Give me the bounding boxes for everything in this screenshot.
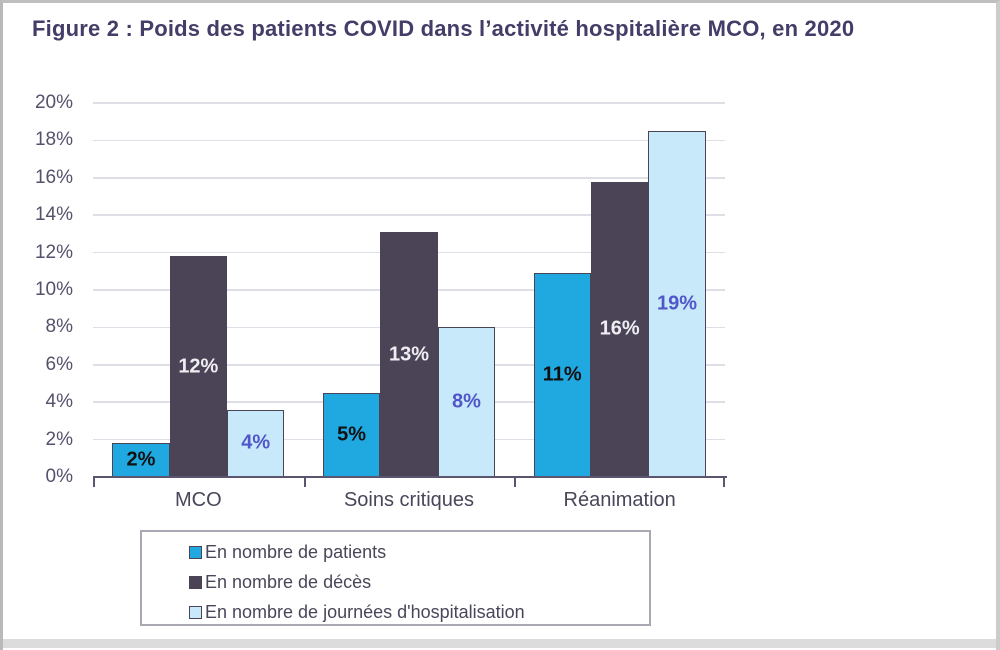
bar: 2% xyxy=(112,443,170,477)
bar: 8% xyxy=(437,327,496,477)
legend-item: En nombre de patients xyxy=(189,537,649,567)
y-axis-label: 8% xyxy=(45,316,73,338)
bar: 4% xyxy=(227,409,285,477)
legend-label: En nombre de journées d'hospitalisation xyxy=(205,601,525,622)
y-axis-label: 18% xyxy=(34,129,73,151)
bar-value-label: 8% xyxy=(451,390,481,413)
y-axis-label: 4% xyxy=(45,391,73,413)
bar: 16% xyxy=(590,181,649,477)
y-axis-label: 6% xyxy=(45,353,73,375)
bar: 5% xyxy=(322,392,381,477)
bar-value-label: 4% xyxy=(241,431,271,454)
y-axis-label: 10% xyxy=(34,279,73,300)
bar-value-label: 12% xyxy=(178,355,219,378)
x-axis-tick xyxy=(93,476,95,487)
x-axis-tick xyxy=(723,476,725,487)
gridline xyxy=(93,102,725,104)
gridline xyxy=(93,177,725,179)
bar-value-label: 16% xyxy=(599,317,640,340)
gridline xyxy=(93,214,725,216)
bottom-border-band xyxy=(0,639,1000,648)
gridline xyxy=(93,139,725,142)
legend: En nombre de patients En nombre de décès E… xyxy=(140,530,651,626)
category-label: MCO xyxy=(174,489,222,511)
x-axis-tick xyxy=(514,476,517,487)
y-axis-label: 20% xyxy=(34,92,73,113)
legend-item: En nombre de décès xyxy=(189,567,649,597)
bar-value-label: 11% xyxy=(542,363,582,386)
category-label: Réanimation xyxy=(563,489,676,511)
plot-area: 2% 12% 4% 5% 13% 8% 11% 16% 19% xyxy=(93,102,725,477)
category-label: Soins critiques xyxy=(343,489,475,511)
x-axis-tick xyxy=(303,476,306,487)
y-axis-label: 2% xyxy=(45,428,73,450)
bar-value-label: 19% xyxy=(657,292,698,315)
legend-label: En nombre de patients xyxy=(205,541,387,562)
y-axis-label: 16% xyxy=(34,166,73,188)
legend-swatch-icon xyxy=(189,575,202,589)
legend-item: En nombre de journées d'hospitalisation xyxy=(189,597,649,627)
legend-swatch-icon xyxy=(189,545,202,559)
bar: 13% xyxy=(380,232,438,477)
y-axis-label: 12% xyxy=(34,241,73,263)
figure-title: Figure 2 : Poids des patients COVID dans… xyxy=(32,16,855,41)
bar: 11% xyxy=(533,273,591,477)
bar-value-label: 5% xyxy=(337,423,367,446)
bar: 19% xyxy=(648,131,706,477)
bar: 12% xyxy=(169,256,228,477)
y-axis-label: 14% xyxy=(34,204,73,226)
legend-label: En nombre de décès xyxy=(205,571,372,592)
x-axis-line xyxy=(93,476,727,478)
legend-swatch-icon xyxy=(189,605,202,619)
bar-value-label: 13% xyxy=(388,343,429,366)
y-axis-label: 0% xyxy=(45,466,73,487)
bar-value-label: 2% xyxy=(126,448,156,471)
